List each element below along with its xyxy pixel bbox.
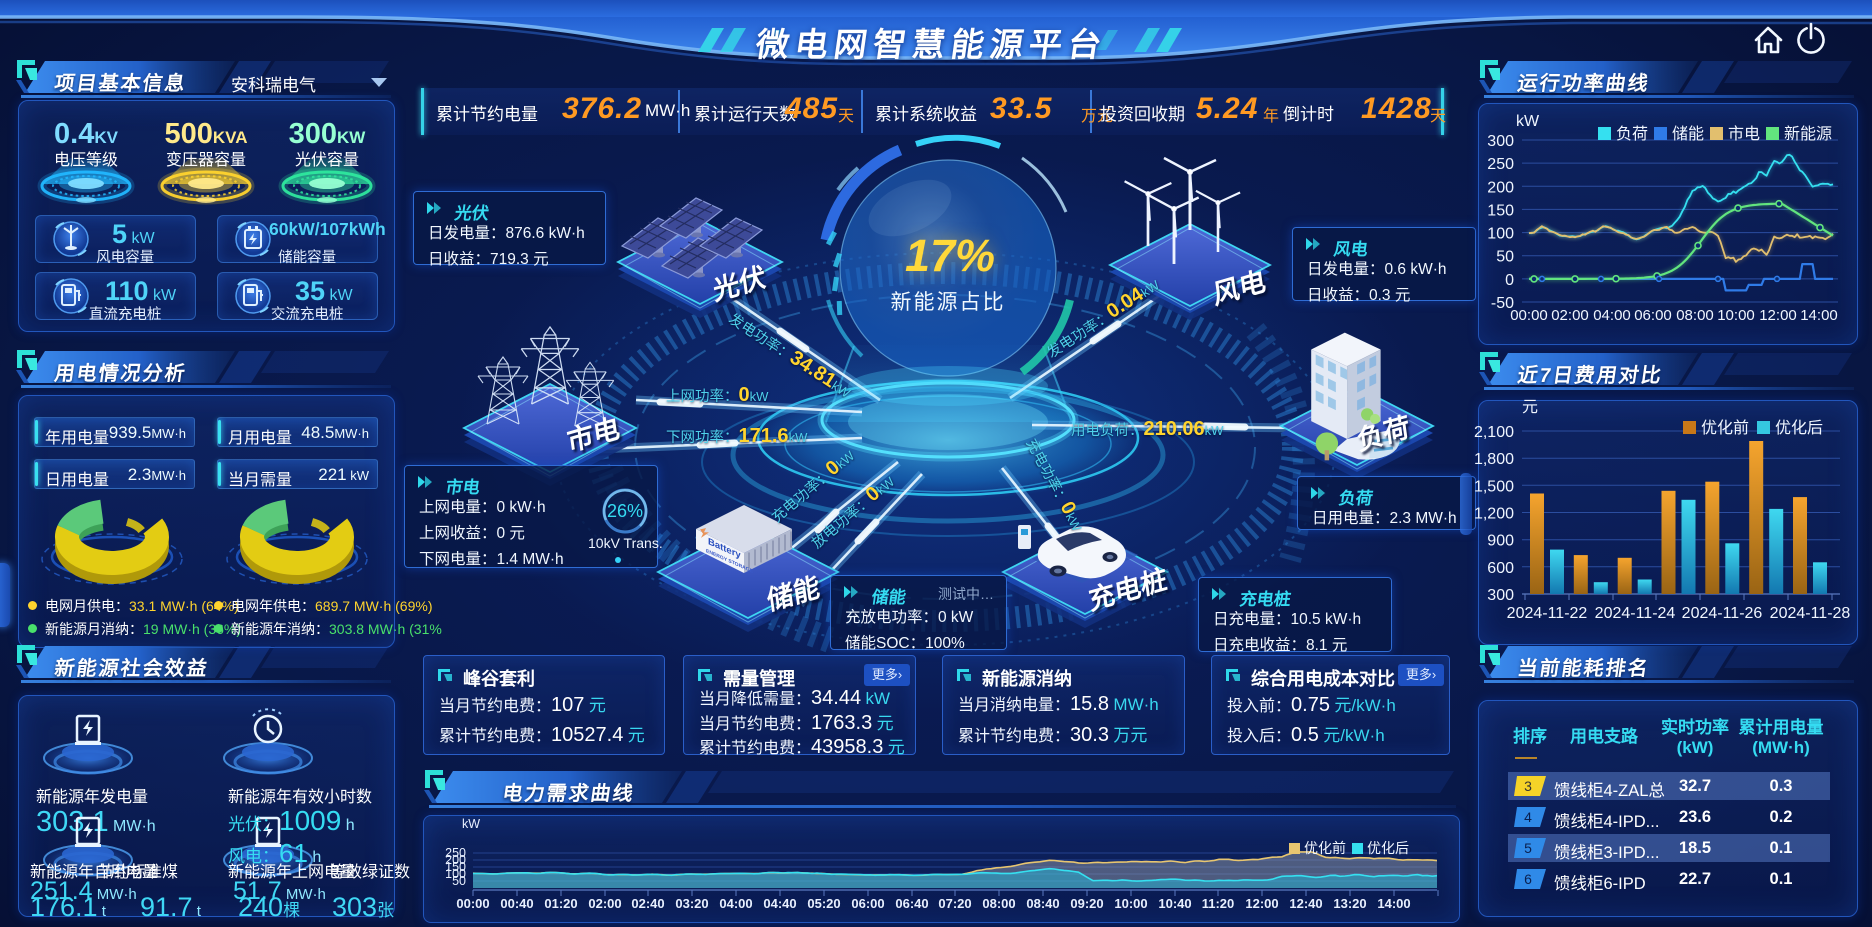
- svg-text:600: 600: [1487, 560, 1514, 577]
- svg-text:01:20: 01:20: [544, 896, 577, 911]
- svg-text:06:00: 06:00: [851, 896, 884, 911]
- svg-text:1,200: 1,200: [1474, 506, 1514, 523]
- svg-text:07:20: 07:20: [938, 896, 971, 911]
- svg-text:06:00: 06:00: [1634, 307, 1672, 324]
- svg-text:00:00: 00:00: [456, 896, 489, 911]
- svg-text:10:00: 10:00: [1114, 896, 1147, 911]
- svg-text:1,500: 1,500: [1474, 478, 1514, 495]
- svg-text:100: 100: [445, 867, 466, 881]
- svg-text:1,800: 1,800: [1474, 451, 1514, 468]
- svg-text:250: 250: [445, 846, 466, 860]
- svg-text:04:00: 04:00: [1593, 307, 1631, 324]
- svg-text:13:20: 13:20: [1333, 896, 1366, 911]
- svg-text:300: 300: [1487, 133, 1514, 150]
- svg-text:300: 300: [1487, 587, 1514, 604]
- svg-text:优化前: 优化前: [1701, 419, 1749, 437]
- svg-text:10:00: 10:00: [1717, 307, 1755, 324]
- svg-text:优化前: 优化前: [1304, 840, 1346, 856]
- svg-text:10:40: 10:40: [1158, 896, 1191, 911]
- svg-text:12:00: 12:00: [1759, 307, 1797, 324]
- svg-text:14:00: 14:00: [1800, 307, 1838, 324]
- svg-text:2,100: 2,100: [1474, 424, 1514, 441]
- svg-text:市电: 市电: [1728, 125, 1760, 143]
- svg-text:6: 6: [1524, 871, 1532, 887]
- svg-text:200: 200: [445, 853, 466, 867]
- svg-text:900: 900: [1487, 533, 1514, 550]
- svg-text:2024-11-22: 2024-11-22: [1507, 605, 1588, 622]
- svg-text:08:40: 08:40: [1026, 896, 1059, 911]
- svg-text:02:40: 02:40: [631, 896, 664, 911]
- svg-text:2024-11-24: 2024-11-24: [1595, 605, 1676, 622]
- svg-text:06:40: 06:40: [895, 896, 928, 911]
- svg-text:00:00: 00:00: [1510, 307, 1548, 324]
- svg-text:50: 50: [452, 874, 466, 888]
- svg-text:02:00: 02:00: [1551, 307, 1589, 324]
- svg-text:04:40: 04:40: [763, 896, 796, 911]
- svg-text:kW: kW: [462, 817, 480, 831]
- svg-text:250: 250: [1487, 156, 1514, 173]
- svg-text:03:20: 03:20: [675, 896, 708, 911]
- svg-text:储能: 储能: [1672, 125, 1704, 143]
- svg-text:14:00: 14:00: [1377, 896, 1410, 911]
- svg-text:50: 50: [1496, 249, 1514, 266]
- svg-text:00:40: 00:40: [500, 896, 533, 911]
- svg-text:4: 4: [1524, 809, 1532, 825]
- svg-text:5: 5: [1524, 840, 1532, 856]
- svg-text:优化后: 优化后: [1367, 840, 1409, 856]
- svg-text:-50: -50: [1491, 295, 1514, 312]
- svg-text:09:20: 09:20: [1070, 896, 1103, 911]
- svg-text:12:00: 12:00: [1245, 896, 1278, 911]
- svg-text:优化后: 优化后: [1775, 419, 1823, 437]
- svg-text:负荷: 负荷: [1616, 125, 1648, 143]
- svg-text:3: 3: [1524, 778, 1532, 794]
- svg-text:08:00: 08:00: [1676, 307, 1714, 324]
- svg-text:12:40: 12:40: [1289, 896, 1322, 911]
- svg-text:kW: kW: [1516, 113, 1540, 130]
- svg-text:新能源: 新能源: [1784, 125, 1832, 143]
- svg-text:150: 150: [1487, 202, 1514, 219]
- svg-text:08:00: 08:00: [982, 896, 1015, 911]
- svg-text:05:20: 05:20: [807, 896, 840, 911]
- svg-text:2024-11-28: 2024-11-28: [1770, 605, 1851, 622]
- svg-text:02:00: 02:00: [588, 896, 621, 911]
- svg-text:150: 150: [445, 860, 466, 874]
- svg-text:元: 元: [1522, 399, 1538, 416]
- svg-text:100: 100: [1487, 226, 1514, 243]
- svg-text:2024-11-26: 2024-11-26: [1682, 605, 1763, 622]
- svg-text:0: 0: [1505, 272, 1514, 289]
- svg-text:04:00: 04:00: [719, 896, 752, 911]
- svg-text:200: 200: [1487, 179, 1514, 196]
- svg-text:11:20: 11:20: [1202, 896, 1235, 911]
